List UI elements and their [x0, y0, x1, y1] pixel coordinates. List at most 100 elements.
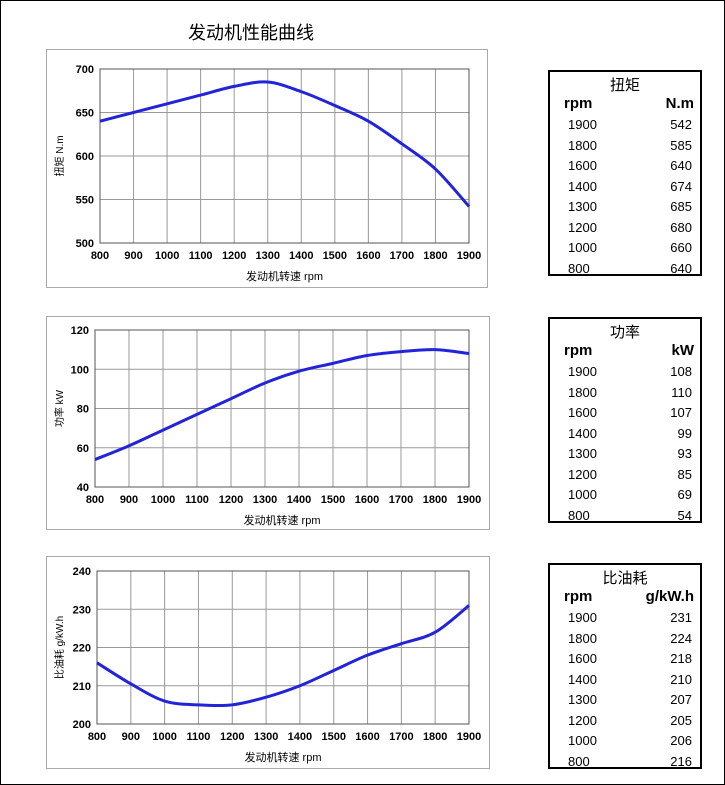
y-axis-label: 比油耗 g/kW.h: [53, 616, 66, 679]
x-axis-label: 发动机转速 rpm: [246, 269, 323, 283]
x-tick-label: 1000: [151, 494, 175, 506]
rpm-cell: 1800: [568, 384, 597, 400]
plot-frame: [96, 570, 470, 725]
value-cell: 69: [677, 487, 692, 502]
value-cell: 680: [670, 219, 692, 235]
table-row: 1400 674: [550, 177, 700, 198]
table-title: 功率: [609, 324, 640, 341]
rpm-cell: 1400: [568, 425, 597, 441]
header-rpm: rpm: [564, 342, 593, 359]
table-row: 1600 107: [550, 403, 700, 424]
rpm-cell: 1000: [568, 733, 597, 748]
data-series-line: [94, 348, 470, 461]
y-tick-label: 100: [71, 364, 89, 376]
table-row: 1800 585: [550, 136, 700, 157]
value-cell: 218: [670, 651, 692, 666]
x-axis-label: 发动机转速 rpm: [245, 750, 322, 764]
y-tick-label: 40: [77, 482, 89, 494]
x-tick-label: 1700: [389, 494, 413, 506]
value-cell: 85: [677, 466, 692, 482]
x-tick-label: 1300: [255, 250, 279, 262]
table-row: 1000 660: [550, 238, 700, 259]
y-tick-label: 120: [71, 325, 89, 337]
rpm-cell: 1800: [568, 137, 597, 153]
value-cell: 99: [677, 425, 692, 441]
fuel-consumption-table: 比油耗 rpm g/kW.h 1900 231 1800 224 1600 218 1400 210…: [548, 563, 702, 769]
torque-table: 扭矩 rpm N.m 1900 542 1800 585 1600 640 1400 674 1300…: [548, 70, 702, 276]
x-tick-label: 1800: [423, 731, 447, 743]
value-cell: 231: [670, 610, 692, 625]
value-cell: 108: [670, 364, 692, 379]
rpm-cell: 1800: [568, 630, 597, 646]
rpm-cell: 1600: [568, 158, 597, 173]
table-row: 1300 93: [550, 444, 700, 465]
y-axis-label: 扭矩 N.m: [53, 135, 66, 176]
table-title: 比油耗: [602, 570, 648, 587]
x-tick-label: 1700: [389, 731, 413, 743]
x-axis-label: 发动机转速 rpm: [244, 513, 321, 527]
x-tick-label: 1000: [152, 731, 176, 743]
table-row: 1900 108: [550, 362, 700, 383]
x-tick-label: 900: [124, 250, 142, 262]
y-tick-label: 230: [73, 604, 91, 616]
y-tick-label: 600: [76, 151, 94, 163]
y-tick-label: 700: [76, 64, 94, 76]
data-series-line: [99, 80, 471, 208]
table-row: 1600 218: [550, 649, 700, 670]
x-tick-label: 900: [120, 494, 138, 506]
table-row: 1200 205: [550, 711, 700, 732]
x-tick-label: 800: [86, 494, 104, 506]
x-tick-label: 1900: [457, 494, 481, 506]
value-cell: 224: [670, 630, 692, 646]
x-tick-label: 1300: [254, 731, 278, 743]
table-header: rpm N.m: [550, 95, 700, 112]
table-row: 1300 207: [550, 690, 700, 711]
x-tick-label: 1800: [423, 250, 447, 262]
y-tick-label: 650: [76, 108, 94, 120]
table-title: 扭矩: [609, 77, 640, 94]
table-row: 1900 231: [550, 608, 700, 629]
table-row: 1000 69: [550, 485, 700, 506]
table-row: 1400 210: [550, 670, 700, 691]
header-unit: N.m: [665, 95, 694, 112]
value-cell: 660: [670, 240, 692, 255]
x-tick-label: 1800: [423, 494, 447, 506]
x-tick-label: 1300: [253, 494, 277, 506]
x-tick-label: 1100: [189, 250, 213, 262]
x-tick-label: 1200: [222, 250, 246, 262]
x-tick-label: 800: [88, 731, 106, 743]
value-cell: 110: [671, 384, 692, 400]
x-tick-label: 1400: [289, 250, 313, 262]
table-row: 1600 640: [550, 156, 700, 177]
y-tick-label: 60: [77, 443, 89, 455]
x-tick-label: 1000: [155, 250, 179, 262]
header-rpm: rpm: [564, 95, 593, 112]
rpm-cell: 1000: [568, 240, 597, 255]
y-tick-label: 500: [76, 238, 94, 250]
header-unit: g/kW.h: [645, 588, 694, 605]
value-cell: 640: [670, 260, 692, 276]
y-axis-label: 功率 kW: [53, 389, 66, 427]
table-row: 800 216: [550, 752, 700, 773]
table-row: 800 640: [550, 259, 700, 280]
value-cell: 210: [670, 671, 692, 687]
table-row: 800 54: [550, 506, 700, 527]
x-tick-label: 1200: [219, 494, 243, 506]
x-tick-label: 1100: [185, 494, 209, 506]
x-tick-label: 1500: [321, 731, 345, 743]
value-cell: 542: [670, 117, 692, 132]
x-tick-label: 800: [91, 250, 109, 262]
value-cell: 216: [670, 753, 692, 769]
rpm-cell: 1400: [568, 178, 597, 194]
table-row: 1300 685: [550, 197, 700, 218]
rpm-cell: 800: [568, 507, 590, 523]
y-tick-label: 240: [73, 566, 91, 578]
rpm-cell: 1600: [568, 405, 597, 420]
x-tick-label: 1200: [220, 731, 244, 743]
value-cell: 207: [670, 692, 692, 707]
value-cell: 685: [670, 199, 692, 214]
rpm-cell: 1200: [568, 712, 597, 728]
rpm-cell: 1200: [568, 466, 597, 482]
x-tick-label: 1500: [323, 250, 347, 262]
